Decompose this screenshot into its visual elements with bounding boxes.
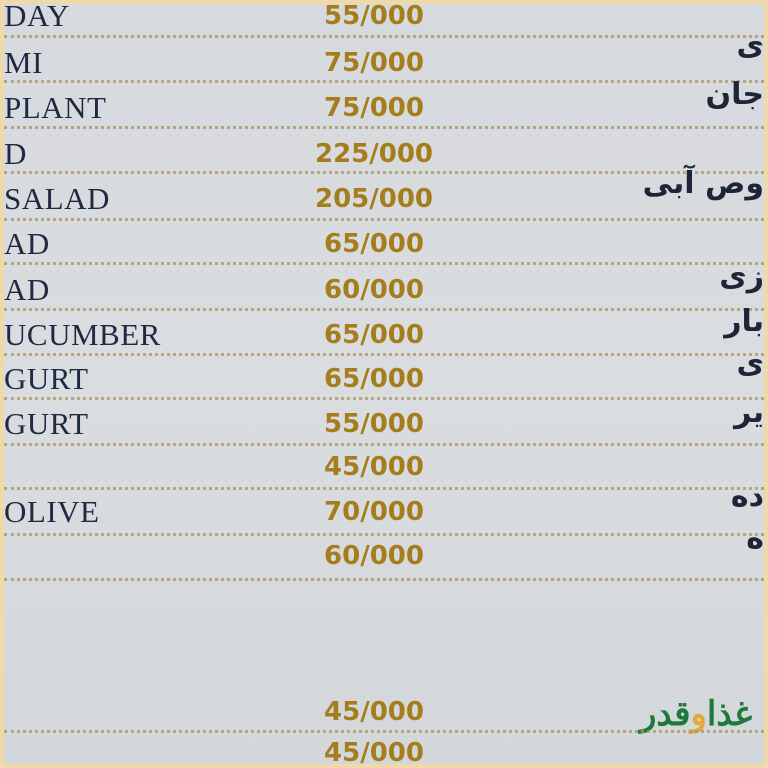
menu-item-farsi-name: جان [705, 77, 765, 112]
dotted-leader-line [4, 487, 764, 490]
menu-item-row: AD 60/000 زی [4, 259, 764, 312]
menu-item-name: AD [4, 271, 50, 307]
menu-item-row: GURT 55/000 یر [4, 395, 764, 446]
menu-item-farsi-name: بار [724, 304, 764, 339]
menu-item-price: 60/000 [324, 274, 424, 305]
menu-item-name: GURT [4, 360, 89, 396]
dotted-leader-line [4, 730, 764, 733]
menu-item-row: 60/000 ه [4, 521, 764, 578]
menu-item-farsi-name: ده [730, 479, 764, 514]
menu-item-price: 60/000 [324, 540, 424, 571]
menu-item-farsi-name: یر [734, 395, 764, 430]
menu-item-price: 205/000 [314, 183, 434, 214]
logo: غذاوقدر [639, 694, 752, 734]
menu-item-row: MI 75/000 ی [4, 28, 764, 85]
menu-item-price: 70/000 [324, 496, 424, 527]
menu-item-price: 45/000 [324, 451, 424, 482]
menu-item-row: PLANT 75/000 جان [4, 77, 764, 130]
menu-item-name: SALAD [4, 180, 110, 216]
menu-item-row: GURT 65/000 ی [4, 346, 764, 401]
menu-item-price: 65/000 [324, 228, 424, 259]
dotted-leader-line [4, 533, 764, 536]
dotted-leader-line [4, 443, 764, 446]
menu-item-farsi-name: ی [736, 346, 765, 381]
menu-item-price: 45/000 [324, 696, 424, 727]
menu-item-price: 75/000 [324, 92, 424, 123]
menu-item-row: 45/000 [4, 730, 764, 765]
dotted-leader-line [4, 308, 764, 311]
menu-item-row: AD 65/000 [4, 221, 764, 266]
dotted-leader-line [4, 262, 764, 265]
menu-item-name: UCUMBER [4, 316, 161, 352]
menu-item-name: AD [4, 225, 50, 261]
menu-item-farsi-name: ه [746, 521, 764, 556]
dotted-leader-line [4, 578, 764, 581]
menu-item-row: OLIVE 70/000 ده [4, 479, 764, 534]
dotted-leader-line [4, 35, 764, 38]
dotted-leader-line [4, 171, 764, 174]
menu-item-name: GURT [4, 405, 89, 441]
menu-page: غذاوقدر DAY 55/000 MI 75/000 ی PLANT 75/000 جان… [4, 4, 764, 764]
menu-item-price: 65/000 [324, 319, 424, 350]
dotted-leader-line [4, 353, 764, 356]
menu-item-price: 55/000 [324, 4, 424, 31]
menu-item-row: SALAD 205/000 وص آبی [4, 166, 764, 221]
menu-item-name: MI [4, 44, 43, 80]
menu-item-name: OLIVE [4, 493, 100, 529]
dotted-leader-line [4, 80, 764, 83]
menu-item-price: 55/000 [324, 408, 424, 439]
menu-item-farsi-name: زی [719, 259, 764, 294]
menu-item-name: D [4, 135, 27, 171]
menu-item-price: 75/000 [324, 47, 424, 78]
menu-item-farsi-name: وص آبی [642, 166, 764, 201]
menu-item-row: UCUMBER 65/000 بار [4, 304, 764, 357]
menu-item-price: 45/000 [324, 737, 424, 765]
menu-item-row: 45/000 [4, 444, 764, 489]
menu-item-name: PLANT [4, 89, 107, 125]
menu-item-price: 225/000 [314, 138, 434, 169]
menu-item-row: D 225/000 [4, 131, 764, 176]
menu-item-farsi-name: ی [736, 28, 765, 63]
menu-item-price: 65/000 [324, 363, 424, 394]
dotted-leader-line [4, 126, 764, 129]
dotted-leader-line [4, 397, 764, 400]
menu-item-row: 45/000 [4, 689, 764, 734]
dotted-leader-line [4, 218, 764, 221]
menu-item-name: DAY [4, 4, 70, 33]
menu-item-row: DAY 55/000 [4, 4, 764, 38]
